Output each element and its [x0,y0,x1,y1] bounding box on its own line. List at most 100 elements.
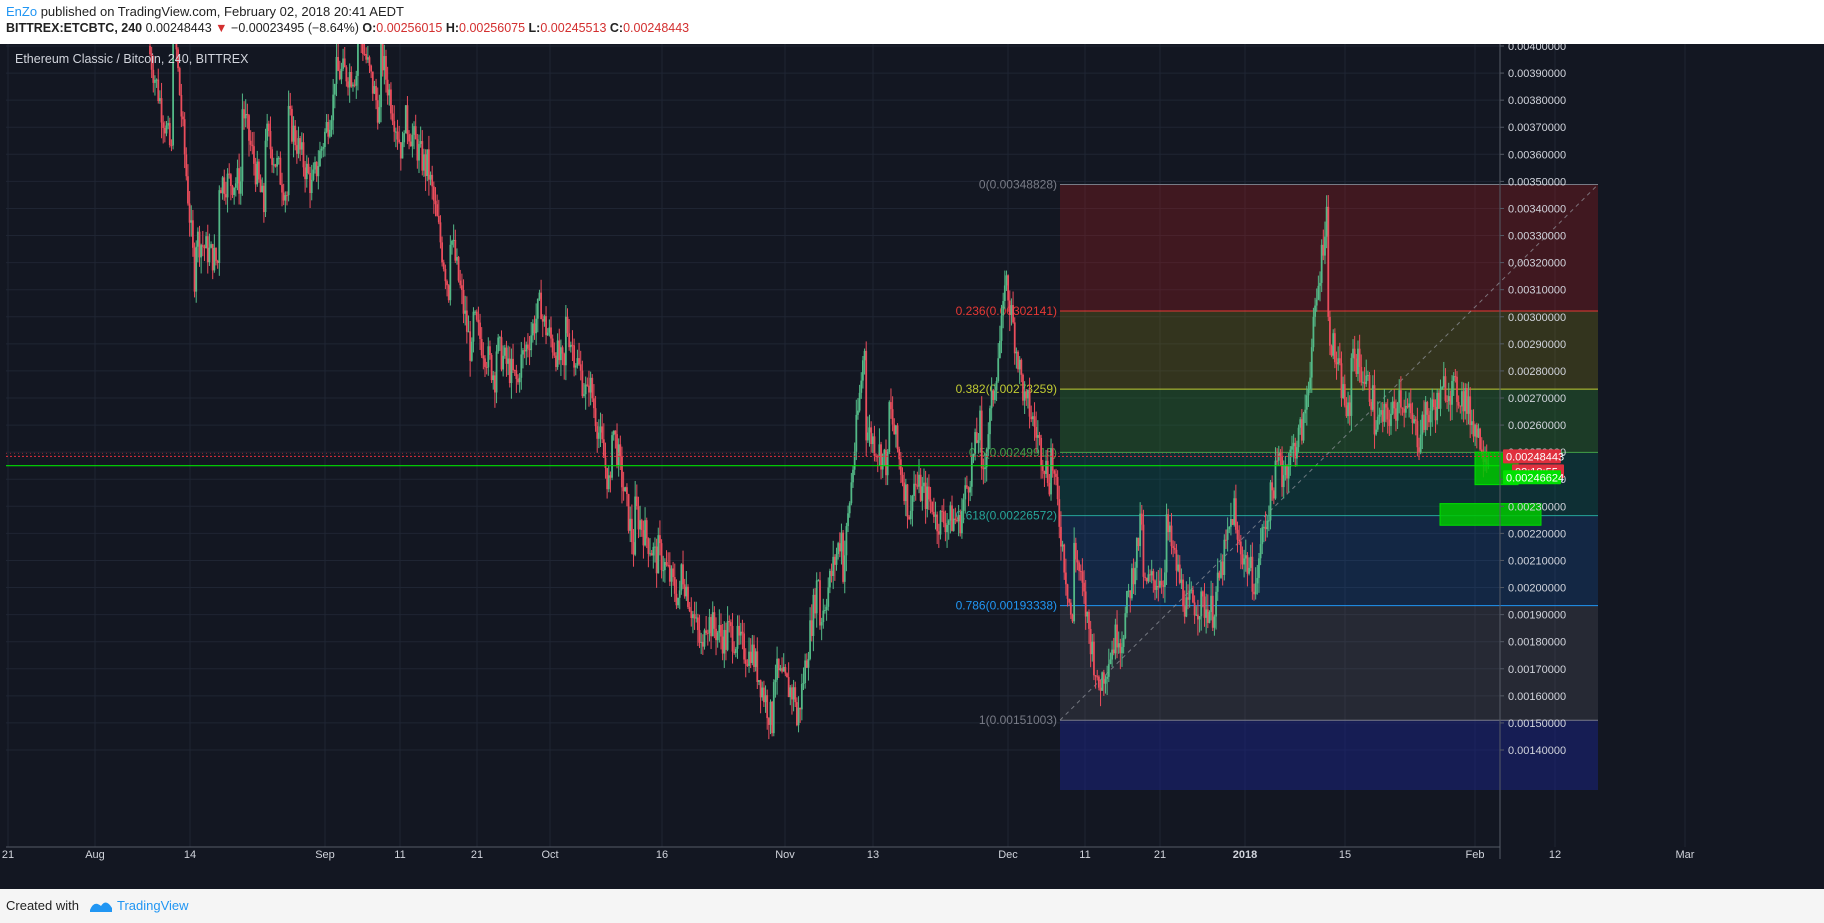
candle-body [1383,403,1386,422]
candle-body [1413,419,1415,423]
candle-body [969,486,972,493]
candle-body [878,444,881,458]
candle-body [599,426,602,433]
candle-body [409,141,412,147]
candle-body [1121,647,1123,654]
candle-body [748,651,750,666]
candle-body [1261,527,1264,545]
candle-body [1302,413,1305,441]
candle-body [1211,595,1214,628]
candle-body [832,556,835,576]
candle-body [1002,301,1005,316]
candle-body [319,150,321,167]
candles [149,44,1490,740]
tradingview-logo-icon [90,902,112,912]
candle-body [1454,376,1457,378]
candle-body [340,68,343,80]
candle-body [1276,460,1279,462]
candle-body [1040,437,1043,466]
candle-body [335,56,338,84]
candle-body [936,514,939,532]
candle-body [800,683,803,710]
y-tick-label: 0.00330000 [1508,231,1566,243]
candle-body [411,134,414,147]
price-chart[interactable]: 0(0.00348828) 0.236(0.00302141) 0.382(0.00… [0,44,1824,889]
candle-body [932,511,935,517]
candle-body [427,149,430,180]
candle-body [974,432,977,454]
candle-body [607,475,610,490]
author-link[interactable]: EnZo [6,4,38,19]
candle-body [1258,558,1260,578]
candle-body [498,337,501,339]
candle-body [338,70,341,80]
candle-body [426,149,429,176]
fib-level-label: 0.786(0.00193338) [956,599,1057,613]
candle-body [1231,519,1234,525]
candle-body [1337,358,1340,365]
candle-body [1197,614,1199,620]
candle-body [1371,385,1374,410]
candle-body [1036,435,1039,438]
candle-body [934,514,937,517]
candle-body [1246,555,1249,574]
candle-body [1329,316,1331,346]
candle-body [157,79,160,102]
candle-body [508,358,511,384]
candle-body [1338,358,1341,364]
candle-body [866,432,869,441]
candle-body [390,89,392,114]
candle-body [979,410,981,441]
candle-body [1399,390,1402,408]
candle-body [586,384,589,386]
tradingview-link[interactable]: TradingView [117,898,189,913]
candle-body [264,140,267,213]
candle-body [942,511,945,524]
candle-body [485,366,488,368]
candle-body [262,185,265,213]
candle-body [286,195,288,197]
candle-body [1102,672,1105,684]
candle-body [1027,389,1029,399]
candle-body [416,139,419,161]
candle-body [172,44,175,146]
candle-body [1388,419,1391,427]
candle-body [375,86,377,101]
candle-body [1020,359,1023,375]
candle-body [398,139,401,143]
candle-body [589,377,592,393]
candle-body [1160,580,1163,586]
chart-area[interactable]: 0(0.00348828) 0.236(0.00302141) 0.382(0.00… [0,44,1824,889]
candle-body [1340,363,1343,398]
candle-body [1272,490,1275,499]
candle-body [294,125,297,146]
candle-body [1142,524,1145,577]
candle-body [1267,520,1270,522]
candle-body [1025,391,1028,399]
candle-body [512,358,514,371]
candle-body [1464,388,1467,412]
candle-body [1064,572,1067,585]
candle-body [1099,687,1102,691]
candle-body [253,146,255,164]
fib-zone [1060,605,1598,721]
candle-body [538,292,541,299]
candle-body [1462,391,1465,412]
candle-body [776,658,778,680]
candle-body [1010,305,1013,315]
candle-body [1294,442,1297,459]
y-tick-label: 0.00150000 [1508,718,1566,730]
candle-body [827,587,830,607]
candle-body [187,176,189,204]
candle-body [898,449,901,460]
candle-body [843,555,846,582]
candle-body [688,607,691,612]
candle-body [381,44,384,71]
candle-body [342,58,344,69]
candle-body [972,453,975,457]
candle-body [205,236,208,249]
candle-body [365,54,368,60]
candle-body [609,475,612,478]
candle-body [1003,285,1006,302]
candle-body [1126,591,1128,614]
